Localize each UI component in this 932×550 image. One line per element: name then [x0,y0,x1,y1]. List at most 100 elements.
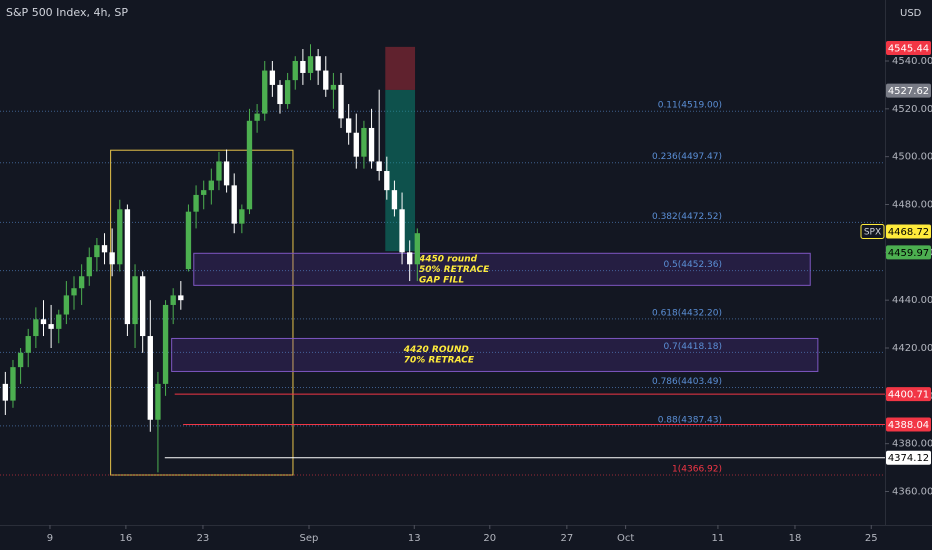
price-tag-label: 4527.62 [888,86,929,97]
candle-body [407,252,413,265]
candle-body [361,127,367,157]
currency-label: USD [900,8,922,19]
candle-body [262,70,268,114]
candle-body [147,336,153,420]
x-tick-label: Sep [300,533,319,544]
candle-body [185,211,192,270]
chart-title: S&P 500 Index, 4h, SP [6,6,128,19]
zone [171,337,819,372]
symbol-label: SPX [864,227,881,237]
x-tick-label: 27 [560,533,573,544]
candle-body [368,127,375,162]
x-tick-label: 16 [120,533,133,544]
candle-body [17,352,24,368]
zone-text: 4450 round [418,254,478,264]
y-tick-label: 4360.00 [892,487,932,498]
y-tick-label: 4380.00 [892,439,932,450]
candle-body [338,84,344,119]
candle-body [109,252,115,265]
candle-body [223,161,230,186]
candle-body [307,56,314,73]
y-tick-label: 4440.00 [892,295,932,306]
fib-label: 0.5(4452.36) [663,260,722,270]
candle-body [193,194,199,212]
price-tag-label: 4545.44 [888,43,929,54]
price-tag-label: 4459.97 [888,248,929,259]
candle-body [399,209,405,253]
x-tick-label: Oct [617,533,634,544]
candle-body [162,304,169,384]
y-tick-label: 4420.00 [892,343,932,354]
candle-body [10,367,16,401]
candle-body [78,276,85,289]
price-tag-label: 4468.72 [888,227,929,238]
fib-label: 0.382(4472.52) [652,212,722,222]
candle-body [391,190,398,210]
fib-label: 0.618(4432.20) [652,308,722,318]
price-tag-label: 4388.04 [888,420,929,431]
candle-body [40,319,47,325]
x-tick-label: 11 [712,533,725,544]
x-tick-label: 23 [197,533,210,544]
candle-body [384,171,390,191]
x-tick-label: 9 [47,533,53,544]
candle-body [269,70,276,85]
price-tag [886,40,931,55]
candle-body [208,180,215,191]
candle-body [201,190,207,195]
candle-body [277,84,283,105]
price-tag [886,450,931,465]
candle-body [178,295,184,301]
candle-body [246,120,253,210]
candle-body [117,209,123,265]
fib-label: 0.88(4387.43) [658,415,722,425]
x-tick-label: 13 [408,533,421,544]
position-stop [385,46,416,90]
fib-label: 0.786(4403.49) [652,377,722,387]
candle-body [63,295,70,315]
candle-body [86,257,92,277]
candle-body [94,245,100,258]
x-tick-label: 18 [789,533,802,544]
candle-body [33,319,39,337]
candle-body [292,60,298,81]
candle-body [231,185,237,224]
candle-body [284,80,291,105]
candle-body [139,276,146,337]
y-tick-label: 4480.00 [892,199,932,210]
candle-body [300,60,306,73]
candle-body [101,245,108,253]
candle-body [132,276,138,325]
x-tick-label: 20 [483,533,496,544]
candle-body [48,324,54,329]
candle-body [254,113,260,121]
price-tag-label: 4374.12 [888,453,929,464]
y-tick-label: 4500.00 [892,152,932,163]
price-tag [886,417,931,432]
y-tick-label: 4540.00 [892,56,932,67]
zone-text: 70% RETRACE [404,356,475,366]
fib-label: 1(4366.92) [672,464,722,474]
fib-label: 0.236(4497.47) [652,152,722,162]
candle-body [170,295,176,305]
x-tick-label: 25 [865,533,878,544]
price-tag [886,387,931,402]
zone-text: 4420 ROUND [403,345,470,355]
zone-text: GAP FILL [419,275,464,285]
price-tag [886,245,931,260]
candle-body [124,209,131,325]
zone [193,252,811,286]
symbol-tag [860,223,885,239]
candle-body [353,132,359,157]
candle-body [414,233,420,265]
candle-body [155,383,161,420]
candle-body [71,288,77,296]
y-tick-label: 4520.00 [892,104,932,115]
candle-body [56,314,62,329]
candle-body [315,56,321,71]
price-tag [886,83,931,98]
candle-body [345,118,352,133]
